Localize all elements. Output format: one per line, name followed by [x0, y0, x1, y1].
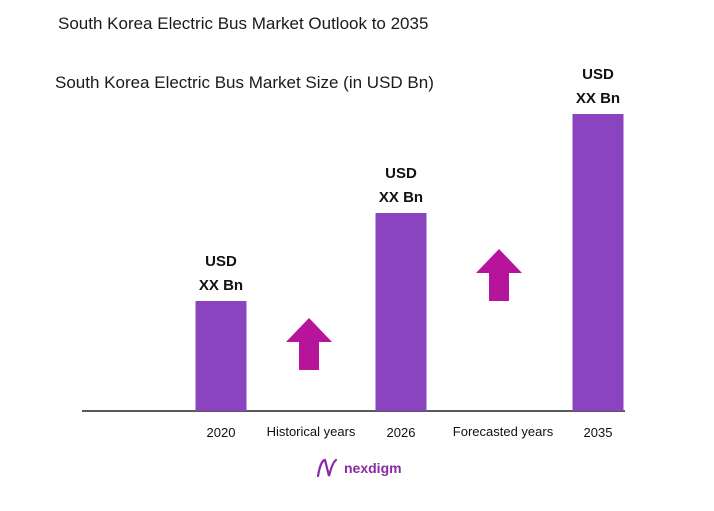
labels-group: USD XX Bn 2020 USD XX Bn 2026 USD XX Bn 2035 Hist…	[199, 66, 620, 440]
nexdigm-logo-icon	[316, 458, 338, 478]
bar-2020	[195, 301, 247, 411]
bar-2026	[375, 213, 427, 411]
data-label-2026-line1: USD	[385, 165, 417, 182]
x-tick-label-2026: 2026	[387, 425, 416, 440]
up-arrow-icon	[286, 318, 332, 370]
bar-2035	[572, 114, 624, 411]
data-label-2020-line1: USD	[205, 253, 237, 270]
up-arrow-icon	[476, 249, 522, 301]
data-label-2035-line2: XX Bn	[576, 90, 620, 107]
x-tick-label-2035: 2035	[584, 425, 613, 440]
brand-name: nexdigm	[344, 460, 402, 476]
data-label-2026-line2: XX Bn	[379, 189, 423, 206]
x-tick-label-2020: 2020	[207, 425, 236, 440]
bars-group	[195, 114, 624, 411]
data-label-2035-line1: USD	[582, 66, 614, 83]
period-label-2: Forecasted years	[453, 424, 554, 439]
chart-subtitle: South Korea Electric Bus Market Size (in…	[55, 73, 434, 92]
arrows-group	[286, 249, 522, 370]
period-label-1: Historical years	[267, 424, 356, 439]
brand-logo: nexdigm	[316, 458, 402, 478]
data-label-2020-line2: XX Bn	[199, 277, 243, 294]
chart-title: South Korea Electric Bus Market Outlook …	[58, 14, 429, 33]
